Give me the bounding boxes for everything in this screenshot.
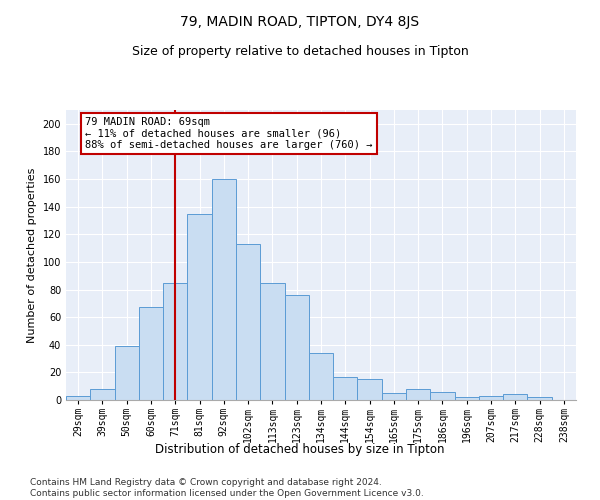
Text: 79, MADIN ROAD, TIPTON, DY4 8JS: 79, MADIN ROAD, TIPTON, DY4 8JS xyxy=(181,15,419,29)
Bar xyxy=(430,392,455,400)
Bar xyxy=(455,397,479,400)
Bar xyxy=(187,214,212,400)
Bar xyxy=(333,376,358,400)
Text: Distribution of detached houses by size in Tipton: Distribution of detached houses by size … xyxy=(155,442,445,456)
Bar xyxy=(139,308,163,400)
Bar xyxy=(358,380,382,400)
Text: Size of property relative to detached houses in Tipton: Size of property relative to detached ho… xyxy=(131,45,469,58)
Bar xyxy=(212,179,236,400)
Bar xyxy=(163,282,187,400)
Bar xyxy=(284,295,309,400)
Bar xyxy=(236,244,260,400)
Text: Contains HM Land Registry data © Crown copyright and database right 2024.
Contai: Contains HM Land Registry data © Crown c… xyxy=(30,478,424,498)
Bar xyxy=(260,282,284,400)
Bar xyxy=(406,389,430,400)
Bar xyxy=(527,397,552,400)
Y-axis label: Number of detached properties: Number of detached properties xyxy=(27,168,37,342)
Bar xyxy=(503,394,527,400)
Bar xyxy=(90,389,115,400)
Bar xyxy=(479,396,503,400)
Bar xyxy=(309,353,333,400)
Bar xyxy=(115,346,139,400)
Bar xyxy=(382,393,406,400)
Bar xyxy=(66,396,90,400)
Text: 79 MADIN ROAD: 69sqm
← 11% of detached houses are smaller (96)
88% of semi-detac: 79 MADIN ROAD: 69sqm ← 11% of detached h… xyxy=(85,117,373,150)
